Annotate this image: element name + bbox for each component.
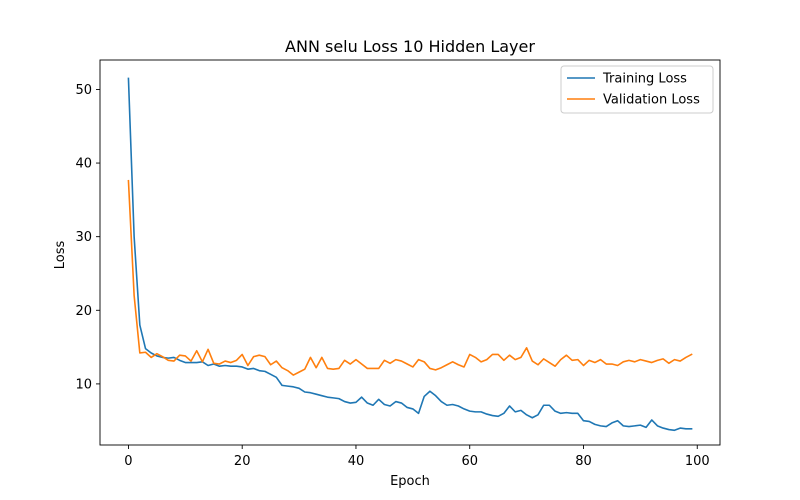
legend: Training Loss Validation Loss (560, 65, 714, 114)
y-tick-label: 30 (75, 230, 92, 245)
x-tick-label: 20 (234, 454, 251, 469)
y-axis-title: Loss (53, 241, 68, 270)
legend-box (560, 65, 714, 114)
legend-label: Validation Loss (603, 93, 700, 108)
x-tick-label: 40 (348, 454, 365, 469)
y-tick-label: 40 (75, 157, 92, 172)
legend-label: Training Loss (602, 72, 687, 87)
x-tick-label: 0 (124, 454, 132, 469)
plot-area: 0 20 40 60 80 100 10 20 30 40 50 (75, 59, 721, 469)
x-tick-label: 60 (461, 454, 478, 469)
series-lines (127, 77, 693, 432)
x-tick-label: 80 (575, 454, 592, 469)
y-tick-label: 20 (75, 304, 92, 319)
series-line-training-loss (127, 77, 693, 432)
y-tick-label: 10 (75, 377, 92, 392)
x-tick-label: 100 (685, 454, 710, 469)
chart-title: ANN selu Loss 10 Hidden Layer (285, 37, 535, 56)
x-axis-title: Epoch (390, 474, 430, 489)
axes-frame (99, 59, 721, 446)
y-tick-label: 50 (75, 83, 92, 98)
series-line-validation-loss (127, 179, 693, 376)
